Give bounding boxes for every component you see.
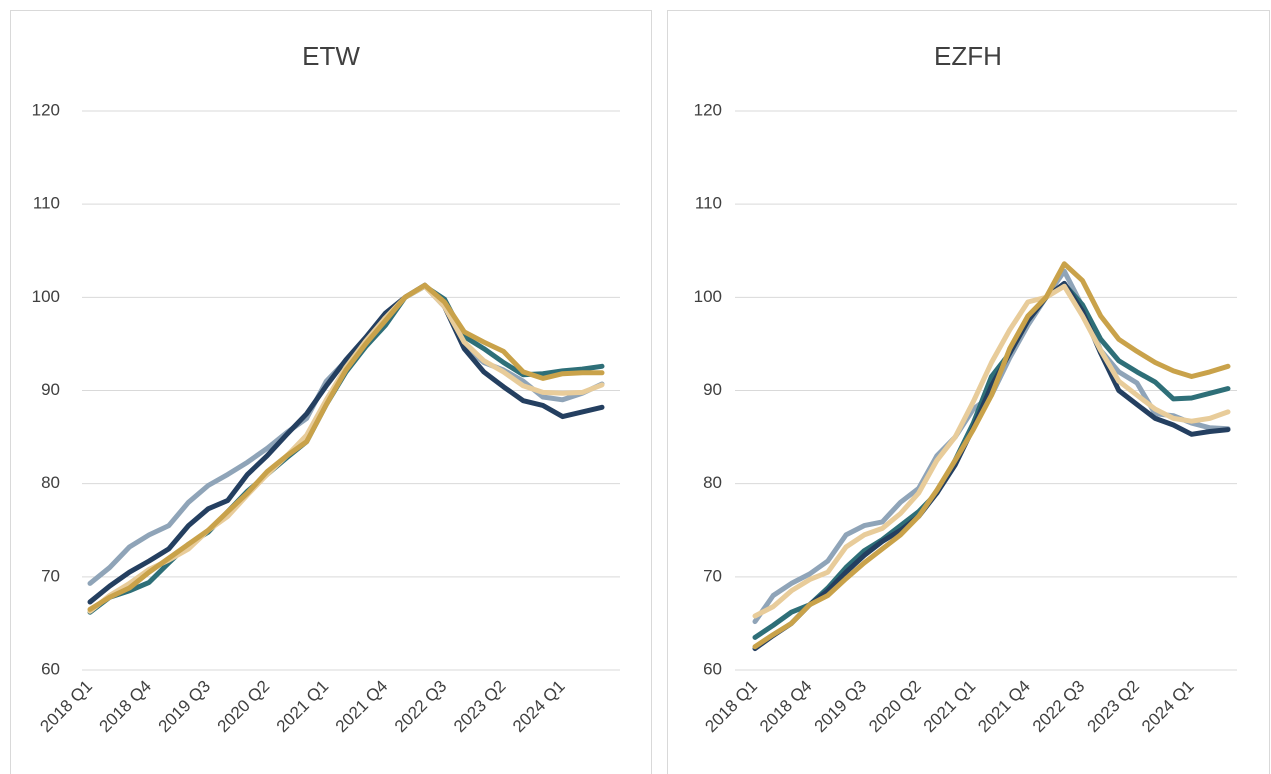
y-tick-label: 80 bbox=[703, 473, 722, 492]
y-tick-label: 90 bbox=[41, 380, 60, 399]
y-tick-label: 120 bbox=[32, 100, 60, 119]
y-tick-label: 60 bbox=[41, 659, 60, 678]
series-line bbox=[752, 280, 1231, 652]
y-tick-label: 80 bbox=[41, 473, 60, 492]
chart-title: ETW bbox=[302, 41, 360, 71]
y-tick-label: 70 bbox=[703, 566, 722, 585]
y-tick-label: 70 bbox=[41, 566, 60, 585]
series-line bbox=[752, 283, 1231, 619]
series-line bbox=[752, 261, 1231, 650]
y-tick-label: 100 bbox=[694, 287, 722, 306]
panel-frame bbox=[667, 10, 1270, 774]
y-tick-label: 90 bbox=[703, 380, 722, 399]
y-tick-label: 100 bbox=[32, 287, 60, 306]
y-tick-label: 60 bbox=[703, 659, 722, 678]
y-tick-label: 110 bbox=[33, 194, 60, 213]
y-tick-label: 120 bbox=[694, 100, 722, 119]
series-line bbox=[87, 282, 605, 612]
chart-title: EZFH bbox=[934, 41, 1002, 71]
series-line bbox=[87, 282, 605, 605]
y-tick-label: 110 bbox=[695, 194, 722, 213]
